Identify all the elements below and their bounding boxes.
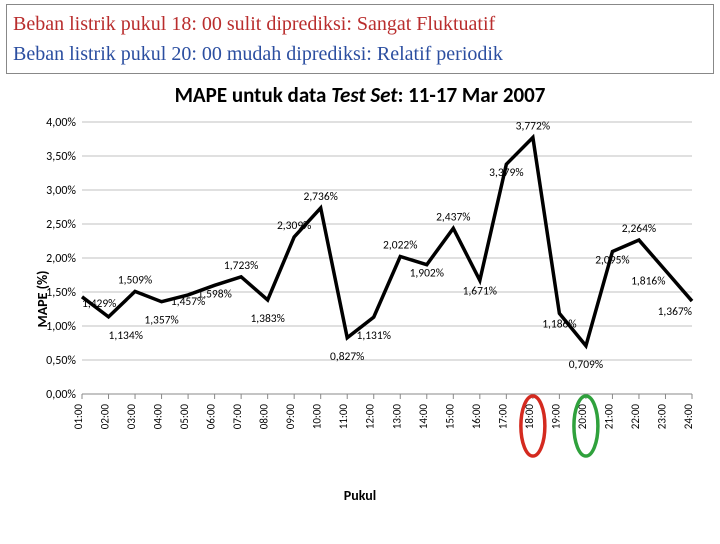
svg-text:08:00: 08:00 (258, 404, 271, 430)
svg-text:17:00: 17:00 (496, 404, 509, 430)
svg-text:0,50%: 0,50% (46, 354, 76, 368)
y-axis-label: MAPE (%) (34, 270, 51, 327)
svg-text:16:00: 16:00 (470, 404, 483, 430)
svg-text:1,383%: 1,383% (250, 312, 284, 326)
svg-text:0,827%: 0,827% (330, 350, 364, 364)
svg-text:1,816%: 1,816% (631, 275, 665, 289)
svg-text:04:00: 04:00 (152, 404, 165, 430)
svg-text:05:00: 05:00 (178, 404, 191, 430)
svg-text:2,437%: 2,437% (436, 210, 470, 224)
svg-text:22:00: 22:00 (629, 404, 642, 430)
svg-text:11:00: 11:00 (337, 404, 350, 430)
caption-line-1: Beban listrik pukul 18: 00 sulit dipredi… (13, 9, 707, 39)
chart-title: MAPE untuk data Test Set: 11-17 Mar 2007 (20, 82, 700, 108)
svg-text:06:00: 06:00 (205, 404, 218, 430)
svg-text:1,186%: 1,186% (542, 317, 576, 331)
svg-text:07:00: 07:00 (231, 404, 244, 430)
svg-text:12:00: 12:00 (364, 404, 377, 430)
svg-text:1,598%: 1,598% (197, 287, 231, 301)
svg-text:3,50%: 3,50% (46, 150, 76, 164)
chart-title-suffix: : 11-17 Mar 2007 (398, 82, 546, 108)
svg-text:24:00: 24:00 (682, 404, 695, 430)
plot-area: MAPE (%) 0,00%0,50%1,00%1,50%2,00%2,50%3… (20, 114, 700, 484)
svg-text:2,736%: 2,736% (303, 190, 337, 204)
svg-text:2,00%: 2,00% (46, 252, 76, 266)
chart-title-prefix: MAPE untuk data (175, 82, 332, 108)
svg-text:21:00: 21:00 (602, 404, 615, 430)
svg-text:2,50%: 2,50% (46, 218, 76, 232)
svg-text:1,367%: 1,367% (658, 305, 692, 319)
svg-text:14:00: 14:00 (417, 404, 430, 430)
svg-text:2,095%: 2,095% (595, 254, 629, 268)
svg-text:2,264%: 2,264% (622, 222, 656, 236)
svg-text:1,723%: 1,723% (224, 259, 258, 273)
svg-text:2,309%: 2,309% (277, 219, 311, 233)
svg-text:23:00: 23:00 (655, 404, 668, 430)
svg-text:3,772%: 3,772% (516, 120, 550, 134)
svg-text:2,022%: 2,022% (383, 239, 417, 253)
svg-text:1,902%: 1,902% (410, 267, 444, 281)
svg-text:01:00: 01:00 (72, 404, 85, 430)
mape-chart: MAPE untuk data Test Set: 11-17 Mar 2007… (20, 82, 700, 522)
x-axis-label: Pukul (20, 487, 700, 504)
svg-text:1,429%: 1,429% (82, 297, 116, 311)
caption-box: Beban listrik pukul 18: 00 sulit dipredi… (6, 4, 714, 74)
svg-text:1,509%: 1,509% (118, 273, 152, 287)
svg-text:1,671%: 1,671% (463, 284, 497, 298)
svg-text:19:00: 19:00 (549, 404, 562, 430)
chart-title-ital: Test Set (331, 82, 397, 108)
svg-text:4,00%: 4,00% (46, 116, 76, 130)
svg-text:3,00%: 3,00% (46, 184, 76, 198)
chart-svg: 0,00%0,50%1,00%1,50%2,00%2,50%3,00%3,50%… (20, 114, 700, 484)
svg-text:09:00: 09:00 (284, 404, 297, 430)
svg-text:0,00%: 0,00% (46, 388, 76, 402)
svg-text:0,709%: 0,709% (569, 358, 603, 372)
svg-text:3,379%: 3,379% (489, 166, 523, 180)
svg-text:15:00: 15:00 (443, 404, 456, 430)
svg-text:1,357%: 1,357% (144, 314, 178, 328)
svg-text:1,134%: 1,134% (109, 329, 143, 343)
caption-line-2: Beban listrik pukul 20: 00 mudah dipredi… (13, 39, 707, 69)
svg-text:02:00: 02:00 (99, 404, 112, 430)
svg-text:13:00: 13:00 (390, 404, 403, 430)
svg-text:1,131%: 1,131% (357, 329, 391, 343)
svg-text:03:00: 03:00 (125, 404, 138, 430)
svg-text:10:00: 10:00 (311, 404, 324, 430)
